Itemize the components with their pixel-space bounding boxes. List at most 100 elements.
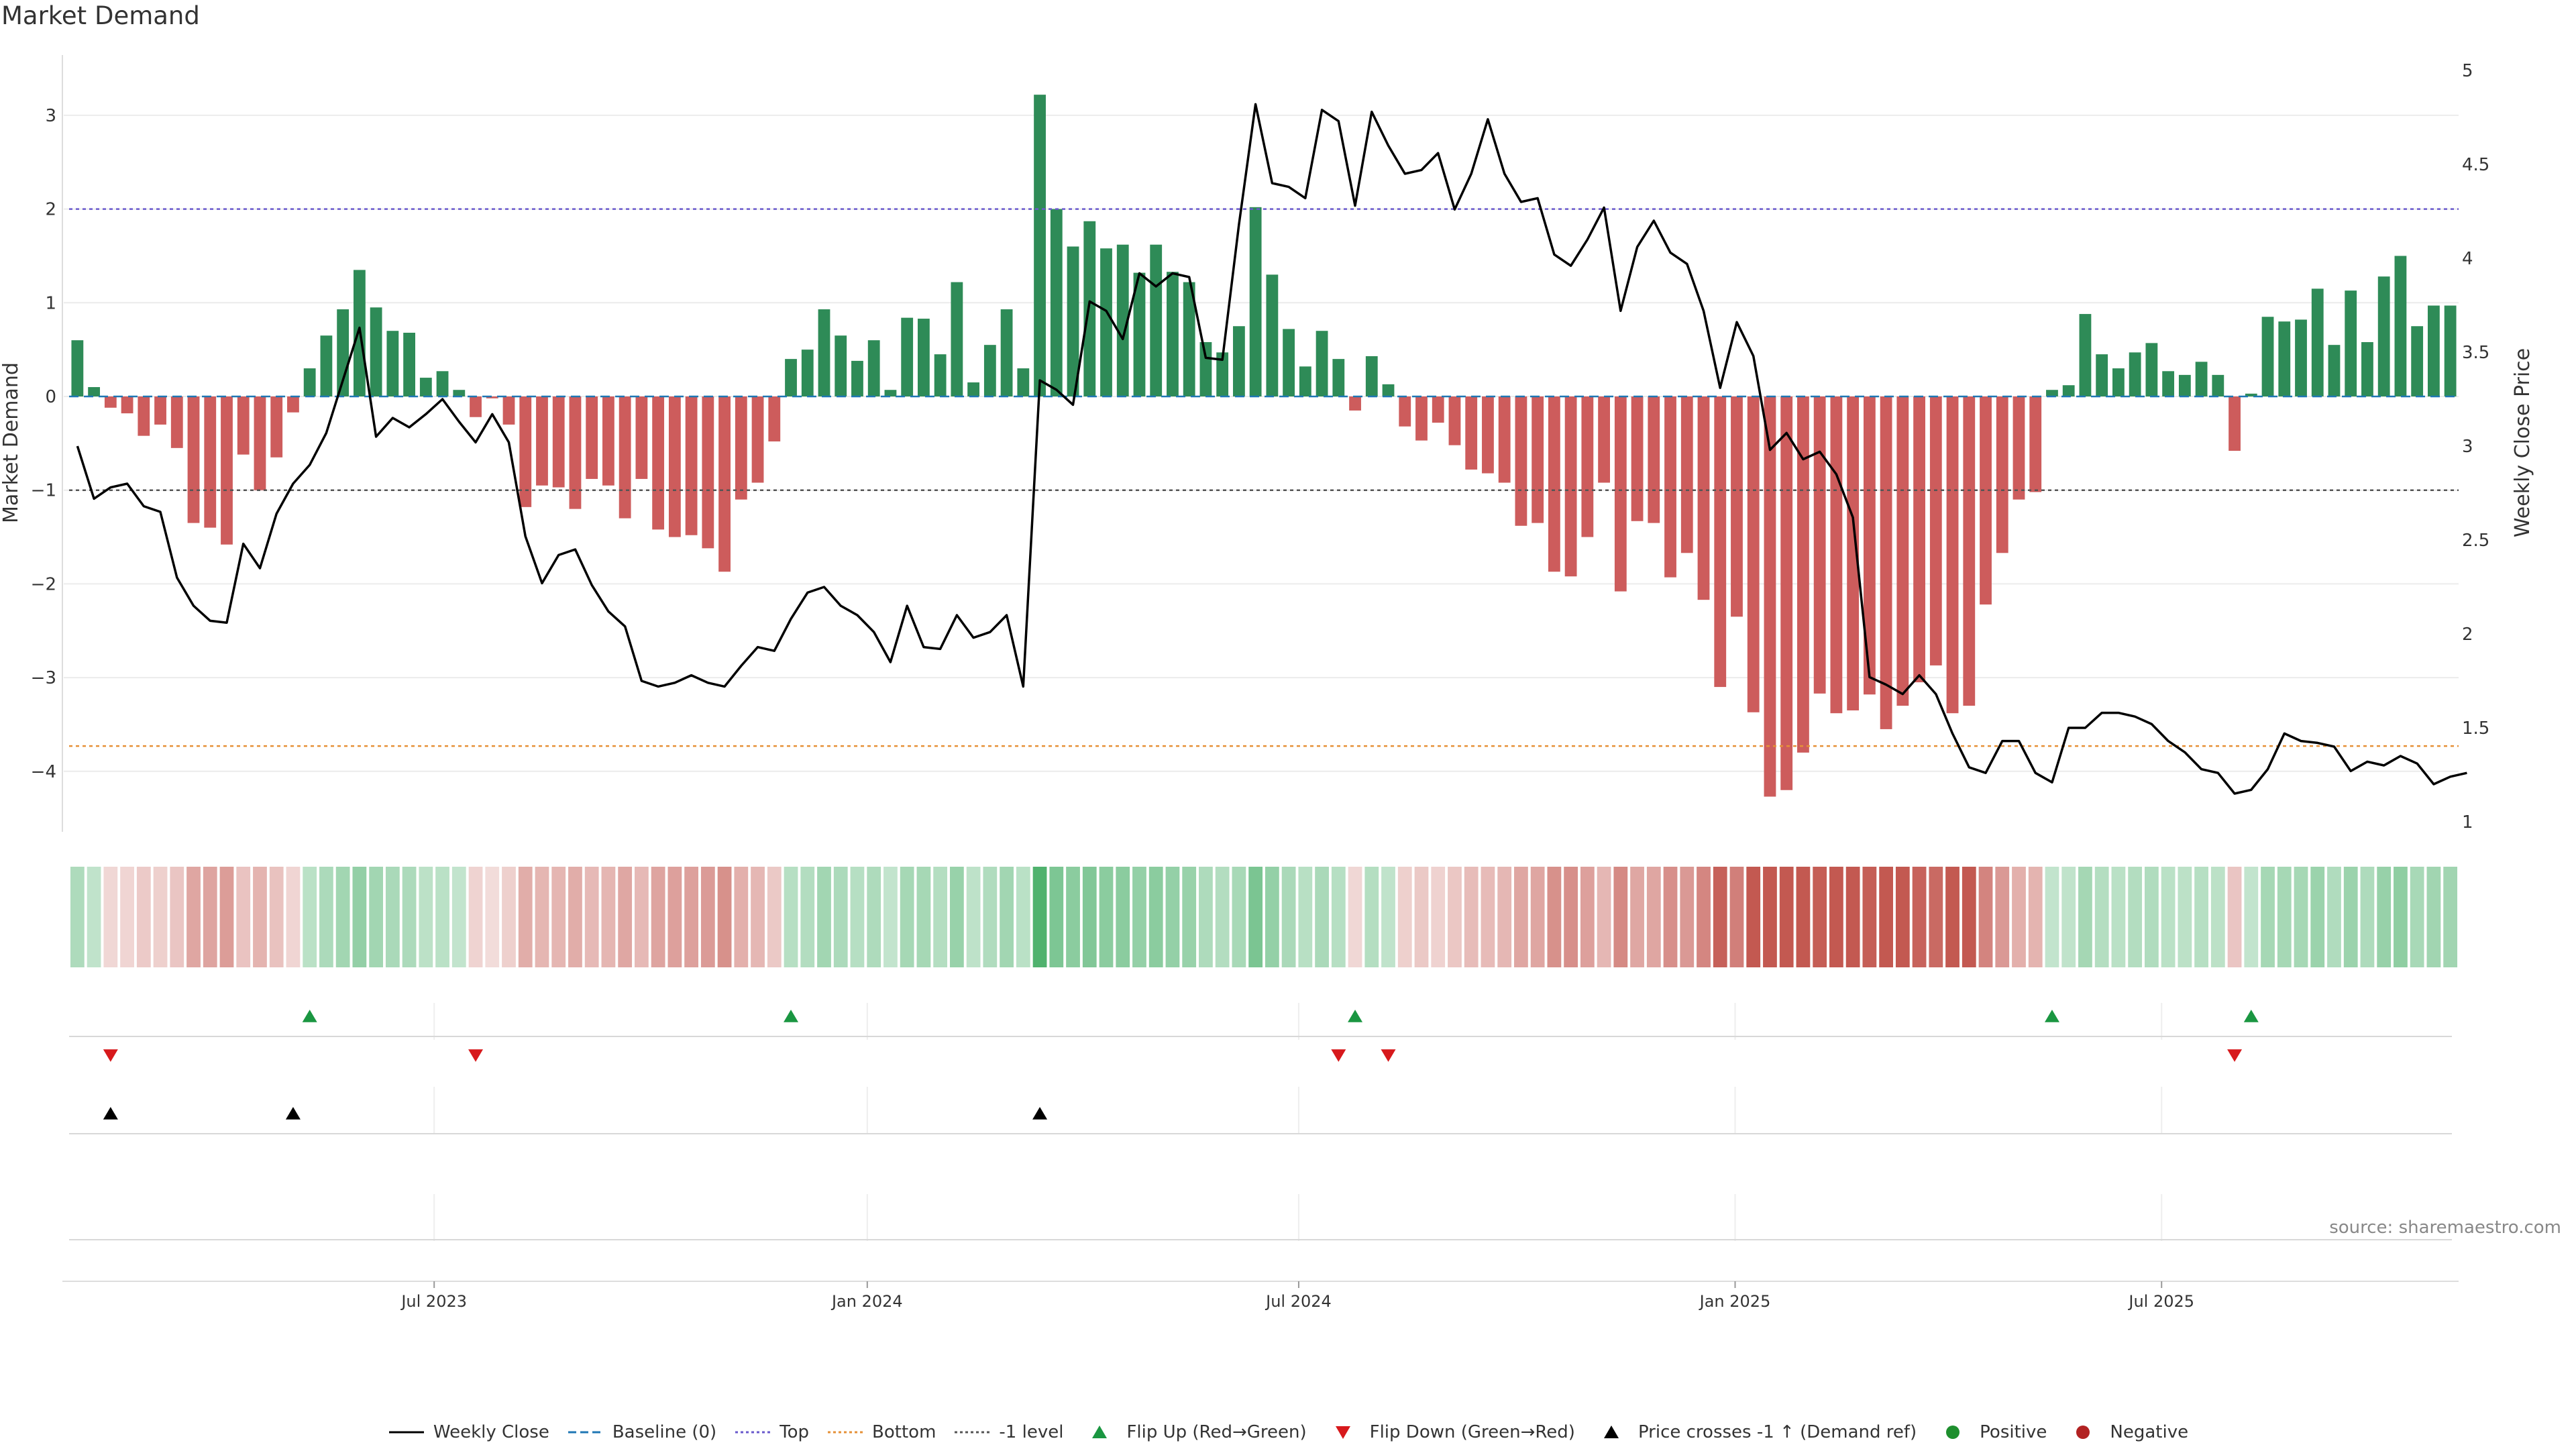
heat-cell	[1497, 867, 1512, 967]
heat-cell	[966, 867, 981, 967]
heat-cell	[419, 867, 433, 967]
demand-bar	[2245, 393, 2257, 396]
demand-bar	[901, 317, 914, 396]
heat-cell	[2277, 867, 2292, 967]
legend-symbol-line-solid	[388, 1431, 424, 1434]
legend-item: Flip Down (Green→Red)	[1324, 1422, 1575, 1442]
demand-bar	[1382, 384, 1395, 396]
demand-bar	[951, 282, 963, 396]
legend-symbol-triangle-down	[1335, 1426, 1350, 1439]
heat-cell	[1281, 867, 1296, 967]
demand-bar	[2411, 326, 2424, 396]
y-tick-label: 3	[45, 106, 56, 126]
heat-cell	[1862, 867, 1877, 967]
demand-bar	[1482, 396, 1494, 474]
legend-label: Flip Up (Red→Green)	[1126, 1422, 1307, 1442]
demand-bar	[2278, 321, 2291, 396]
legend-item: Negative	[2064, 1422, 2188, 1442]
demand-bar	[1100, 248, 1112, 396]
heat-cell	[1663, 867, 1678, 967]
heat-cell	[1049, 867, 1064, 967]
demand-bar	[1548, 396, 1560, 572]
heat-cell	[1613, 867, 1628, 967]
legend-item: Price crosses -1 ↑ (Demand ref)	[1593, 1422, 1917, 1442]
heat-cell	[535, 867, 549, 967]
demand-bar	[619, 396, 631, 519]
legend-label: Top	[780, 1422, 810, 1442]
heat-cell	[2377, 867, 2392, 967]
demand-bar	[1266, 274, 1279, 396]
flip-down-marker	[1331, 1049, 1346, 1062]
heat-cell	[1813, 867, 1827, 967]
demand-bar	[918, 319, 930, 396]
heat-cell	[1845, 867, 1860, 967]
demand-bar	[1515, 396, 1527, 526]
demand-bar	[1017, 368, 1030, 396]
demand-bar	[2345, 290, 2357, 396]
y2-tick-label: 1	[2462, 812, 2473, 833]
price-cross-marker	[285, 1107, 301, 1120]
heat-cell	[2078, 867, 2092, 967]
heat-cell	[1514, 867, 1528, 967]
legend-symbol-triangle-up	[1603, 1426, 1619, 1438]
heat-cell	[1580, 867, 1595, 967]
heat-cell	[1315, 867, 1329, 967]
heat-cell	[1481, 867, 1495, 967]
heat-cell	[1697, 867, 1711, 967]
demand-bar	[1996, 396, 2008, 553]
demand-bar	[303, 368, 316, 396]
legend-item: Bottom	[826, 1422, 936, 1442]
heat-cell	[933, 867, 948, 967]
demand-bar	[138, 396, 150, 436]
flip-down-marker	[468, 1049, 484, 1062]
demand-bar	[1764, 396, 1776, 797]
heat-cell	[1646, 867, 1661, 967]
heat-cell	[120, 867, 134, 967]
demand-bar	[1249, 207, 1262, 396]
heat-cell	[983, 867, 998, 967]
heat-cell	[136, 867, 151, 967]
heat-cell	[70, 867, 85, 967]
heat-cell	[1564, 867, 1578, 967]
demand-bar	[751, 396, 764, 483]
heat-cell	[551, 867, 566, 967]
demand-bar	[1664, 396, 1676, 578]
legend-label: Negative	[2110, 1422, 2189, 1442]
y2-tick-label: 4	[2462, 249, 2473, 269]
demand-bar	[2195, 362, 2208, 396]
price-cross-marker	[103, 1107, 118, 1120]
flip-up-marker	[784, 1010, 799, 1022]
demand-bar	[1598, 396, 1610, 483]
heat-cell	[1680, 867, 1695, 967]
price-line	[76, 103, 2467, 795]
x-tick-label: Jul 2024	[1265, 1292, 1332, 1311]
heat-cell	[2360, 867, 2375, 967]
heat-cell	[1746, 867, 1761, 967]
demand-bar	[1747, 396, 1760, 712]
heat-cell	[468, 867, 483, 967]
heat-cell	[1000, 867, 1014, 967]
demand-bar	[1797, 396, 1809, 753]
heat-cell	[2045, 867, 2059, 967]
demand-bar	[1332, 359, 1345, 396]
demand-bar	[1880, 396, 1892, 729]
demand-bar	[121, 396, 133, 414]
demand-bar	[104, 396, 117, 408]
demand-bar	[1963, 396, 1976, 706]
heat-cell	[2343, 867, 2358, 967]
heat-cell	[352, 867, 367, 967]
heat-cell	[236, 867, 251, 967]
heat-cell	[684, 867, 698, 967]
y-tick-label: 2	[45, 200, 56, 220]
demand-bar	[967, 382, 980, 396]
heat-cell	[2394, 867, 2408, 967]
demand-bar	[2112, 368, 2125, 396]
demand-bar	[1299, 366, 1311, 396]
heat-cell	[1331, 867, 1346, 967]
source-note: source: sharemaestro.com	[2329, 1218, 2561, 1238]
demand-bar	[1564, 396, 1577, 577]
heat-cell	[170, 867, 184, 967]
heat-cell	[1066, 867, 1080, 967]
demand-bar	[1946, 396, 1959, 714]
